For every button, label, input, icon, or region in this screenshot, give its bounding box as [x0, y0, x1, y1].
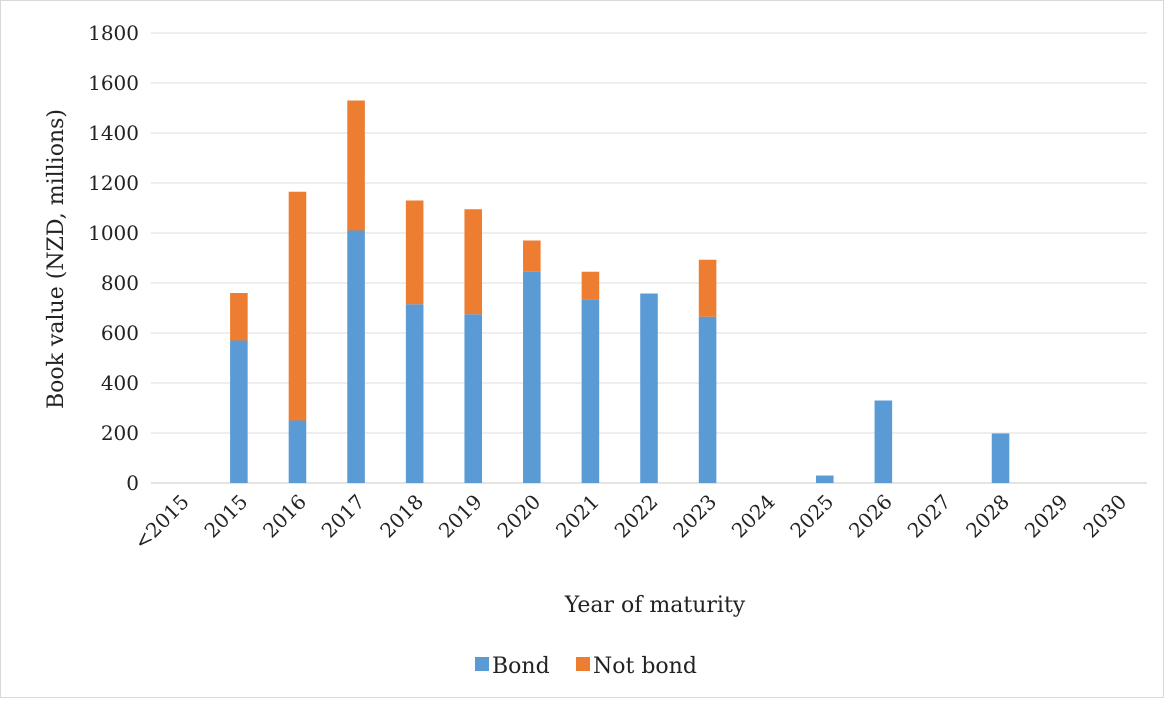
x-tick-label: 2030: [1078, 490, 1131, 543]
bar-bond: [991, 433, 1010, 483]
bar-bond: [464, 314, 483, 483]
y-tick-label: 0: [126, 471, 139, 495]
y-tick-label: 600: [101, 321, 139, 345]
y-tick-label: 800: [101, 271, 139, 295]
y-tick-label: 1400: [88, 121, 139, 145]
bar-not-bond: [405, 200, 424, 305]
x-tick-labels: <2015 2015 2016 2017 2018 2019 2020 2021 2022 202…: [129, 490, 1131, 555]
gridlines: [151, 32, 1147, 484]
bar-bond: [815, 475, 834, 483]
y-tick-label: 1800: [88, 21, 139, 45]
legend-label-bond: Bond: [492, 654, 550, 679]
x-tick-label: 2024: [727, 490, 780, 543]
legend-swatch-bond: [475, 657, 489, 671]
x-tick-label: 2020: [492, 490, 545, 543]
bar-bond: [230, 340, 248, 483]
y-tick-label: 1600: [88, 71, 139, 95]
y-tick-label: 1000: [88, 221, 139, 245]
y-tick-label: 1200: [88, 171, 139, 195]
x-tick-label: 2027: [903, 490, 956, 543]
x-tick-label: 2015: [199, 490, 252, 543]
bars: [230, 100, 1010, 483]
bar-not-bond: [581, 271, 600, 300]
x-axis-title: Year of maturity: [564, 593, 746, 618]
y-axis-title: Book value (NZD, millions): [44, 109, 69, 409]
y-tick-label: 200: [101, 421, 139, 445]
bar-bond: [288, 420, 307, 483]
bar-not-bond: [347, 100, 365, 231]
bar-bond: [874, 400, 893, 483]
x-tick-label: 2017: [317, 490, 370, 543]
bar-not-bond: [288, 191, 307, 421]
x-tick-label: 2016: [258, 490, 311, 543]
legend-label-not-bond: Not bond: [593, 654, 697, 679]
x-tick-label: 2028: [961, 490, 1014, 543]
bar-not-bond: [523, 240, 541, 272]
legend-swatch-not-bond: [576, 657, 590, 671]
bar-bond: [347, 230, 365, 483]
x-tick-label: 2023: [668, 490, 721, 543]
x-tick-label: 2029: [1020, 490, 1073, 543]
bar-not-bond: [464, 209, 483, 315]
x-tick-label: 2022: [610, 490, 663, 543]
bar-bond: [581, 299, 600, 483]
bar-bond: [523, 271, 541, 483]
x-tick-label: <2015: [129, 490, 194, 555]
y-tick-labels: 0 200 400 600 800 1000 1200 1400 1600 1800: [88, 21, 139, 495]
bar-bond: [698, 316, 717, 483]
bar-not-bond: [698, 259, 717, 317]
x-tick-label: 2021: [551, 490, 604, 543]
y-tick-label: 400: [101, 371, 139, 395]
x-tick-label: 2025: [785, 490, 838, 543]
legend: Bond Not bond: [475, 654, 697, 679]
bar-not-bond: [230, 293, 248, 341]
x-tick-label: 2018: [375, 490, 428, 543]
x-tick-label: 2019: [434, 490, 487, 543]
bar-bond: [640, 293, 658, 483]
bar-bond: [405, 304, 424, 483]
x-tick-label: 2026: [844, 490, 897, 543]
